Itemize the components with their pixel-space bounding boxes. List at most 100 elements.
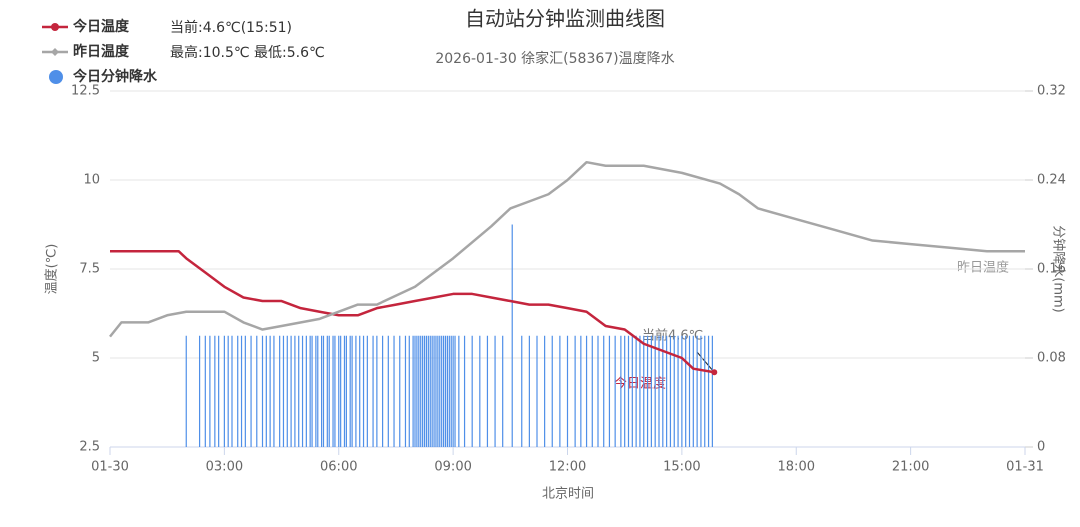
- precip-bar: [658, 335, 660, 447]
- precip-bar: [423, 335, 426, 447]
- precip-bar: [209, 335, 211, 447]
- precip-bar: [351, 335, 353, 447]
- precip-bar: [688, 335, 691, 447]
- precip-bar: [427, 335, 429, 447]
- precip-bar: [393, 335, 395, 447]
- x-tick-label: 01-31: [1006, 460, 1044, 475]
- y2-tick-label: 0.32: [1037, 84, 1066, 99]
- y2-axis-title: 分钟降水(mm): [1051, 225, 1067, 312]
- precip-bar: [416, 335, 418, 447]
- precip-bar: [669, 335, 672, 447]
- precip-bar: [458, 335, 460, 447]
- precip-bar: [521, 335, 523, 447]
- precip-bar: [681, 335, 683, 447]
- precip-bar: [597, 335, 599, 447]
- precip-bar: [320, 335, 323, 447]
- precip-bar: [454, 335, 456, 447]
- precip-bar: [366, 335, 368, 447]
- precip-bar: [261, 335, 264, 447]
- precip-bar: [433, 335, 435, 447]
- precip-bar: [250, 335, 252, 447]
- legend-note: 最高:10.5℃ 最低:5.6℃: [170, 44, 325, 61]
- legend-label: 今日温度: [72, 18, 130, 35]
- precip-bar: [279, 335, 281, 447]
- precip-bar: [328, 335, 330, 447]
- x-axis-title: 北京时间: [542, 487, 594, 502]
- x-tick-label: 18:00: [778, 460, 815, 475]
- precip-bar: [502, 335, 504, 447]
- precip-bar: [244, 335, 246, 447]
- precip-bar: [404, 335, 407, 447]
- legend-item[interactable]: 昨日温度: [42, 43, 130, 60]
- precip-bar: [646, 335, 649, 447]
- precip-bar: [439, 335, 441, 447]
- x-tick-label: 09:00: [434, 460, 471, 475]
- precip-bar: [343, 335, 346, 447]
- precip-bar: [700, 335, 702, 447]
- temperature-line: [110, 249, 715, 374]
- precip-bar: [265, 335, 267, 447]
- precip-bar: [290, 335, 292, 447]
- precip-bar: [311, 335, 313, 447]
- precip-bar: [631, 335, 633, 447]
- precip-bar: [429, 335, 431, 447]
- precip-bar: [359, 335, 361, 447]
- precip-bar: [677, 335, 679, 447]
- precip-bar: [673, 335, 675, 447]
- x-tick-label: 01-30: [91, 460, 129, 475]
- precip-bar: [574, 335, 576, 447]
- precip-bar: [654, 335, 656, 447]
- precip-bar: [444, 335, 447, 447]
- precip-bar: [614, 335, 616, 447]
- precip-bar: [559, 335, 561, 447]
- precip-bar: [422, 335, 424, 447]
- precip-bar: [294, 335, 296, 447]
- precip-bar: [282, 335, 285, 447]
- precip-bar: [662, 335, 664, 447]
- precip-bar: [452, 335, 454, 447]
- precip-bar: [345, 335, 347, 447]
- precip-bar: [620, 335, 622, 447]
- legend-item[interactable]: 今日温度: [42, 18, 130, 35]
- precip-bar: [286, 335, 288, 447]
- end-marker: [711, 369, 718, 376]
- y-tick-label: 7.5: [79, 262, 100, 277]
- chart-subtitle: 2026-01-30 徐家汇(58367)温度降水: [435, 50, 674, 67]
- legend-symbol: [51, 48, 59, 56]
- precip-bar: [185, 335, 187, 447]
- precip-bar: [437, 335, 439, 447]
- precip-bar: [332, 335, 334, 447]
- precip-bar: [376, 335, 378, 447]
- precip-bar: [399, 335, 401, 447]
- precip-bar: [446, 335, 449, 447]
- legend-label: 昨日温度: [73, 43, 130, 60]
- precip-bar: [441, 335, 443, 447]
- precip-bar: [639, 335, 641, 447]
- precip-bar: [666, 335, 668, 447]
- precip-bar: [711, 335, 713, 447]
- precip-bar: [463, 335, 466, 447]
- precip-bar: [420, 335, 422, 447]
- y-axis-title: 温度(℃): [44, 244, 60, 295]
- precip-bar: [372, 335, 374, 447]
- legend-item[interactable]: 今日分钟降水: [49, 68, 158, 85]
- y2-tick-label: 0.08: [1037, 351, 1066, 366]
- precip-bar: [448, 335, 450, 447]
- x-tick-label: 15:00: [663, 460, 700, 475]
- annotation-arrow: [696, 351, 715, 373]
- precip-bar: [198, 335, 201, 447]
- y-tick-label: 12.5: [71, 84, 100, 99]
- precip-bar: [450, 335, 452, 447]
- precip-bar: [412, 335, 414, 447]
- precip-bar: [362, 335, 365, 447]
- precip-bar: [624, 335, 626, 447]
- precip-bar: [580, 335, 582, 447]
- precip-bar: [650, 335, 652, 447]
- precip-bar: [315, 335, 317, 447]
- precip-bar: [418, 335, 420, 447]
- precip-bar: [591, 335, 593, 447]
- y2-tick-label: 0.16: [1037, 262, 1066, 277]
- precip-bar: [603, 335, 605, 447]
- precip-bar: [204, 335, 206, 447]
